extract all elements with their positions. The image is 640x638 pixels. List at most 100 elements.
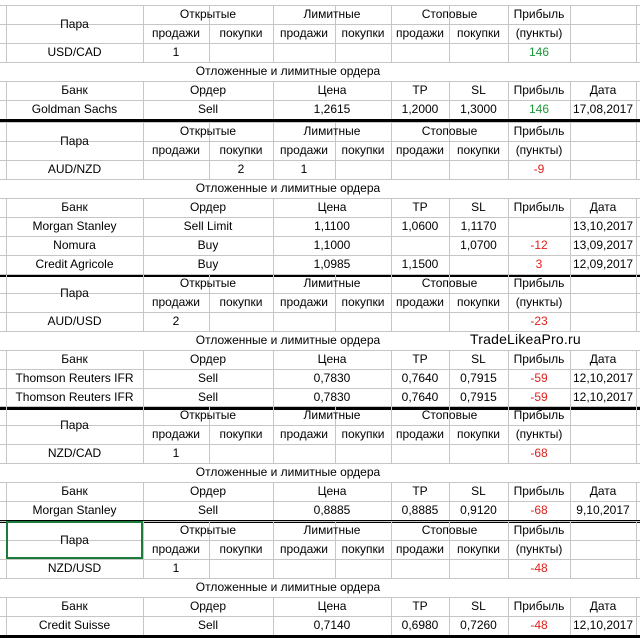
stop-sell-value[interactable] [391, 559, 449, 578]
open-sell-header[interactable]: продажи [152, 26, 200, 40]
open-sell-value[interactable]: 2 [172, 314, 180, 328]
profit-header[interactable]: Прибыль [513, 124, 565, 138]
pair-profit-value[interactable]: -48 [530, 561, 548, 575]
order-type[interactable]: Sell [197, 390, 218, 404]
limit-sell-value[interactable] [273, 312, 335, 331]
stop-sell-header[interactable]: продажи [396, 143, 444, 157]
bank-name[interactable]: Thomson Reuters IFR [15, 390, 134, 404]
price-header[interactable]: Цена [317, 599, 347, 613]
points-header[interactable]: (пункты) [515, 143, 563, 157]
order-type[interactable]: Sell [197, 102, 218, 116]
order-sl[interactable]: 1,3000 [460, 102, 497, 116]
order-profit-header[interactable]: Прибыль [513, 352, 565, 366]
stop-header[interactable]: Стоповые [421, 408, 478, 422]
pair-name[interactable]: USD/CAD [47, 45, 102, 59]
order-header[interactable]: Ордер [189, 83, 227, 97]
order-price[interactable]: 0,7140 [313, 618, 351, 632]
limit-buy-value[interactable] [335, 444, 391, 463]
order-date[interactable]: 12,10,2017 [572, 371, 634, 385]
pending-orders-label[interactable]: Отложенные и лимитные ордера [195, 465, 381, 479]
order-price[interactable]: 1,2615 [313, 102, 351, 116]
points-header[interactable]: (пункты) [515, 295, 563, 309]
stop-sell-header[interactable]: продажи [396, 427, 444, 441]
open-header[interactable]: Открытые [179, 7, 237, 21]
limit-sell-header[interactable]: продажи [280, 427, 328, 441]
stop-buy-value[interactable] [449, 444, 508, 463]
order-header[interactable]: Ордер [189, 599, 227, 613]
bank-name[interactable]: Credit Suisse [38, 618, 111, 632]
limit-buy-value[interactable] [335, 43, 391, 62]
pair-name[interactable]: AUD/USD [47, 314, 102, 328]
order-type[interactable]: Buy [197, 238, 219, 252]
points-header[interactable]: (пункты) [515, 542, 563, 556]
order-profit-header[interactable]: Прибыль [513, 599, 565, 613]
tp-header[interactable]: TP [412, 599, 428, 613]
open-buy-header[interactable]: покупки [219, 427, 263, 441]
limit-sell-value[interactable] [273, 444, 335, 463]
order-sl[interactable]: 0,7260 [460, 618, 497, 632]
tp-header[interactable]: TP [412, 484, 428, 498]
profit-header[interactable]: Прибыль [513, 523, 565, 537]
date-header[interactable]: Дата [589, 599, 617, 613]
pending-orders-label[interactable]: Отложенные и лимитные ордера [195, 181, 381, 195]
order-tp[interactable]: 0,8885 [401, 503, 439, 517]
date-header[interactable]: Дата [589, 83, 617, 97]
limit-buy-value[interactable] [335, 312, 391, 331]
limit-header[interactable]: Лимитные [303, 124, 361, 138]
open-sell-header[interactable]: продажи [152, 143, 200, 157]
order-date[interactable]: 9,10,2017 [576, 503, 630, 517]
bank-name[interactable]: Goldman Sachs [31, 102, 118, 116]
limit-sell-value[interactable]: 1 [300, 162, 308, 176]
order-profit-header[interactable]: Прибыль [513, 484, 565, 498]
limit-header[interactable]: Лимитные [303, 523, 361, 537]
stop-buy-value[interactable] [449, 160, 508, 179]
stop-buy-header[interactable]: покупки [456, 295, 500, 309]
order-tp[interactable]: 0,6980 [401, 618, 439, 632]
order-date[interactable]: 12,10,2017 [572, 618, 634, 632]
open-buy-header[interactable]: покупки [219, 295, 263, 309]
order-date[interactable]: 12,09,2017 [572, 257, 634, 271]
order-date[interactable]: 12,10,2017 [572, 390, 634, 404]
selected-cell[interactable] [6, 521, 143, 559]
stop-buy-header[interactable]: покупки [456, 427, 500, 441]
open-sell-header[interactable]: продажи [152, 427, 200, 441]
pending-orders-label[interactable]: Отложенные и лимитные ордера [195, 580, 381, 594]
stop-header[interactable]: Стоповые [421, 276, 478, 290]
order-profit-header[interactable]: Прибыль [513, 83, 565, 97]
stop-buy-value[interactable] [449, 312, 508, 331]
bank-name[interactable]: Morgan Stanley [32, 219, 117, 233]
limit-sell-value[interactable] [273, 559, 335, 578]
order-profit[interactable]: -12 [530, 238, 548, 252]
open-sell-value[interactable] [143, 160, 209, 179]
bank-header[interactable]: Банк [61, 484, 88, 498]
order-header[interactable]: Ордер [189, 484, 227, 498]
limit-buy-header[interactable]: покупки [341, 295, 385, 309]
order-tp[interactable]: 1,0600 [401, 219, 439, 233]
order-date[interactable]: 13,09,2017 [572, 238, 634, 252]
bank-name[interactable]: Thomson Reuters IFR [15, 371, 134, 385]
limit-sell-header[interactable]: продажи [280, 295, 328, 309]
date-header[interactable]: Дата [589, 352, 617, 366]
stop-sell-header[interactable]: продажи [396, 542, 444, 556]
stop-sell-header[interactable]: продажи [396, 295, 444, 309]
limit-buy-value[interactable] [335, 559, 391, 578]
order-price[interactable]: 0,7830 [313, 371, 351, 385]
order-profit[interactable]: -59 [530, 390, 548, 404]
limit-sell-header[interactable]: продажи [280, 143, 328, 157]
date-header[interactable]: Дата [589, 484, 617, 498]
bank-header[interactable]: Банк [61, 83, 88, 97]
bank-header[interactable]: Банк [61, 352, 88, 366]
limit-sell-header[interactable]: продажи [280, 542, 328, 556]
order-tp[interactable] [391, 236, 449, 255]
limit-header[interactable]: Лимитные [303, 7, 361, 21]
order-type[interactable]: Buy [197, 257, 219, 271]
open-buy-value[interactable] [209, 559, 273, 578]
order-profit[interactable]: -59 [530, 371, 548, 385]
order-sl[interactable]: 1,1170 [460, 219, 497, 233]
order-profit[interactable]: 3 [535, 257, 543, 271]
open-buy-value[interactable] [209, 444, 273, 463]
order-price[interactable]: 1,1100 [314, 219, 350, 233]
price-header[interactable]: Цена [317, 83, 347, 97]
pair-header[interactable]: Пара [60, 134, 89, 148]
order-price[interactable]: 0,8885 [313, 503, 351, 517]
